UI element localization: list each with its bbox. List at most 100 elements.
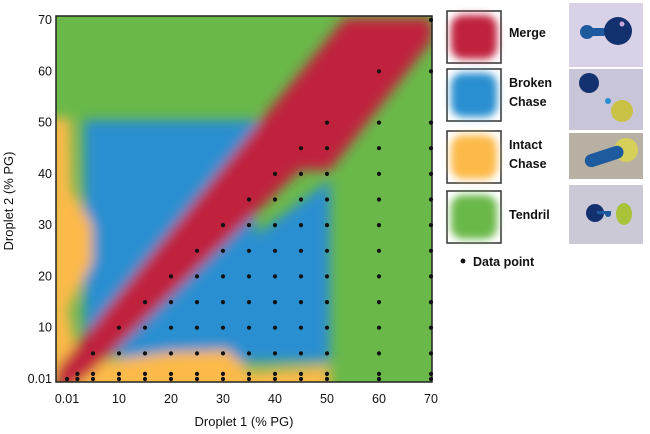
intact-chase-example-image [569, 133, 643, 179]
droplet-highlight [619, 21, 625, 27]
region-intact-chase-left [56, 118, 92, 382]
data-point [116, 376, 122, 382]
data-point [246, 300, 252, 305]
example-images [569, 3, 643, 244]
data-point [194, 376, 200, 382]
data-point [428, 371, 434, 376]
data-point-marker [460, 258, 466, 264]
data-point [376, 351, 382, 356]
data-point [272, 197, 278, 202]
data-point [428, 17, 434, 23]
data-point [324, 197, 330, 202]
data-point [376, 69, 382, 74]
data-point [220, 223, 226, 228]
data-point [376, 371, 382, 376]
x-axis-ticks: 0.01 10 20 30 40 50 60 70 [55, 392, 438, 406]
data-point [298, 274, 304, 279]
legend: Merge Broken Chase Intact Chase Tendril Da… [446, 10, 552, 269]
data-point [298, 351, 304, 356]
legend-item-intact-chase: Intact Chase [446, 130, 547, 184]
legend-item-tendril: Tendril [446, 190, 550, 244]
data-point [272, 300, 278, 305]
legend-label-line: Merge [509, 26, 546, 40]
data-point [168, 325, 174, 330]
legend-label-line: Chase [509, 95, 547, 109]
droplet-bead [605, 211, 611, 217]
region-merge [56, 18, 432, 382]
legend-label: Intact Chase [509, 138, 547, 171]
y-tick-label: 20 [38, 269, 52, 283]
y-tick-label: 60 [38, 64, 52, 78]
droplet-fragment [605, 98, 611, 104]
x-tick-label: 50 [320, 392, 334, 406]
data-point [298, 171, 304, 176]
data-point [376, 300, 382, 305]
data-point [324, 351, 330, 356]
legend-item-merge: Merge [446, 10, 546, 64]
droplet-blue [584, 145, 624, 168]
merge-example-image [569, 3, 643, 67]
droplet-tendril [597, 211, 611, 214]
data-point [324, 248, 330, 253]
data-point [376, 120, 382, 125]
data-point [246, 197, 252, 202]
data-point [142, 325, 148, 330]
data-point [142, 371, 148, 376]
x-tick-label: 40 [268, 392, 282, 406]
data-point [246, 376, 252, 382]
data-point [428, 146, 434, 151]
x-tick-label: 60 [372, 392, 386, 406]
data-point [376, 274, 382, 279]
legend-item-broken-chase: Broken Chase [446, 68, 552, 122]
data-point [75, 376, 80, 382]
data-point [246, 371, 252, 376]
data-point [324, 376, 330, 382]
data-point [428, 351, 434, 356]
legend-label-line: Tendril [509, 208, 550, 222]
data-point [428, 300, 434, 305]
data-point [324, 146, 330, 151]
data-point [324, 300, 330, 305]
data-point [220, 325, 226, 330]
data-point [220, 371, 226, 376]
y-axis-label: Droplet 2 (% PG) [1, 152, 16, 251]
data-point [220, 376, 226, 382]
y-tick-label: 50 [38, 116, 52, 130]
data-point [298, 248, 304, 253]
legend-label-line: Broken [509, 76, 552, 90]
data-point [376, 146, 382, 151]
legend-label: Tendril [509, 208, 550, 222]
data-point [194, 300, 200, 305]
region-broken-chase-lower [120, 180, 330, 362]
data-point [376, 197, 382, 202]
droplet-dark [586, 204, 604, 222]
data-point [116, 371, 122, 376]
region-intact-chase-bottom [56, 350, 330, 382]
data-point [428, 69, 434, 74]
legend-data-point-label: Data point [473, 255, 535, 269]
data-point [220, 300, 226, 305]
data-point [142, 300, 148, 305]
data-point [428, 274, 434, 279]
data-point [298, 197, 304, 202]
data-point [194, 325, 200, 330]
data-point [428, 325, 434, 330]
heatmap-regions [56, 16, 432, 382]
data-point [168, 376, 174, 382]
data-point [428, 223, 434, 228]
y-tick-label: 30 [38, 218, 52, 232]
data-point [324, 171, 330, 176]
data-point [220, 351, 226, 356]
data-point [324, 274, 330, 279]
legend-item-data-point: Data point [460, 255, 535, 269]
data-point [142, 351, 148, 356]
data-point [428, 376, 434, 382]
data-point [168, 300, 174, 305]
data-point [246, 248, 252, 253]
data-points [64, 17, 434, 382]
data-point [324, 325, 330, 330]
data-point [298, 300, 304, 305]
data-point [298, 223, 304, 228]
y-tick-label: 0.01 [28, 372, 52, 386]
